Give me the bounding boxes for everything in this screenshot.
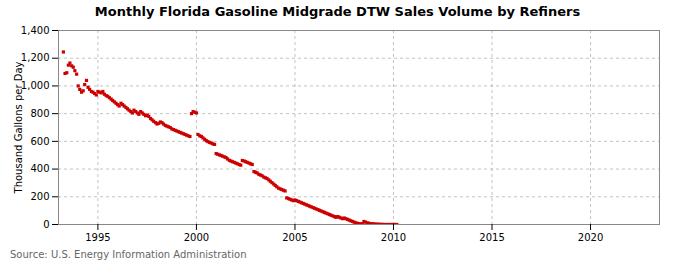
svg-text:800: 800: [30, 108, 49, 119]
svg-text:2000: 2000: [184, 232, 209, 243]
svg-text:1,400: 1,400: [21, 25, 50, 36]
svg-text:400: 400: [30, 163, 49, 174]
svg-text:1,200: 1,200: [21, 52, 50, 63]
svg-text:2005: 2005: [282, 232, 307, 243]
svg-text:1,000: 1,000: [21, 80, 50, 91]
svg-text:2010: 2010: [381, 232, 406, 243]
svg-text:0: 0: [43, 219, 49, 230]
svg-text:200: 200: [30, 191, 49, 202]
svg-text:2015: 2015: [479, 232, 504, 243]
svg-text:2020: 2020: [578, 232, 603, 243]
svg-text:600: 600: [30, 136, 49, 147]
svg-text:1995: 1995: [85, 232, 110, 243]
html-text:Monthly Florida Gasoline Midgr: Monthly Florida Gasoline Midgrade DTW Sa…: [94, 4, 581, 19]
html-text:Source: U.S. Energy Informatio: Source: U.S. Energy Information Administ…: [10, 249, 247, 260]
svg-text:Thousand Gallons per Day: Thousand Gallons per Day: [13, 61, 24, 194]
